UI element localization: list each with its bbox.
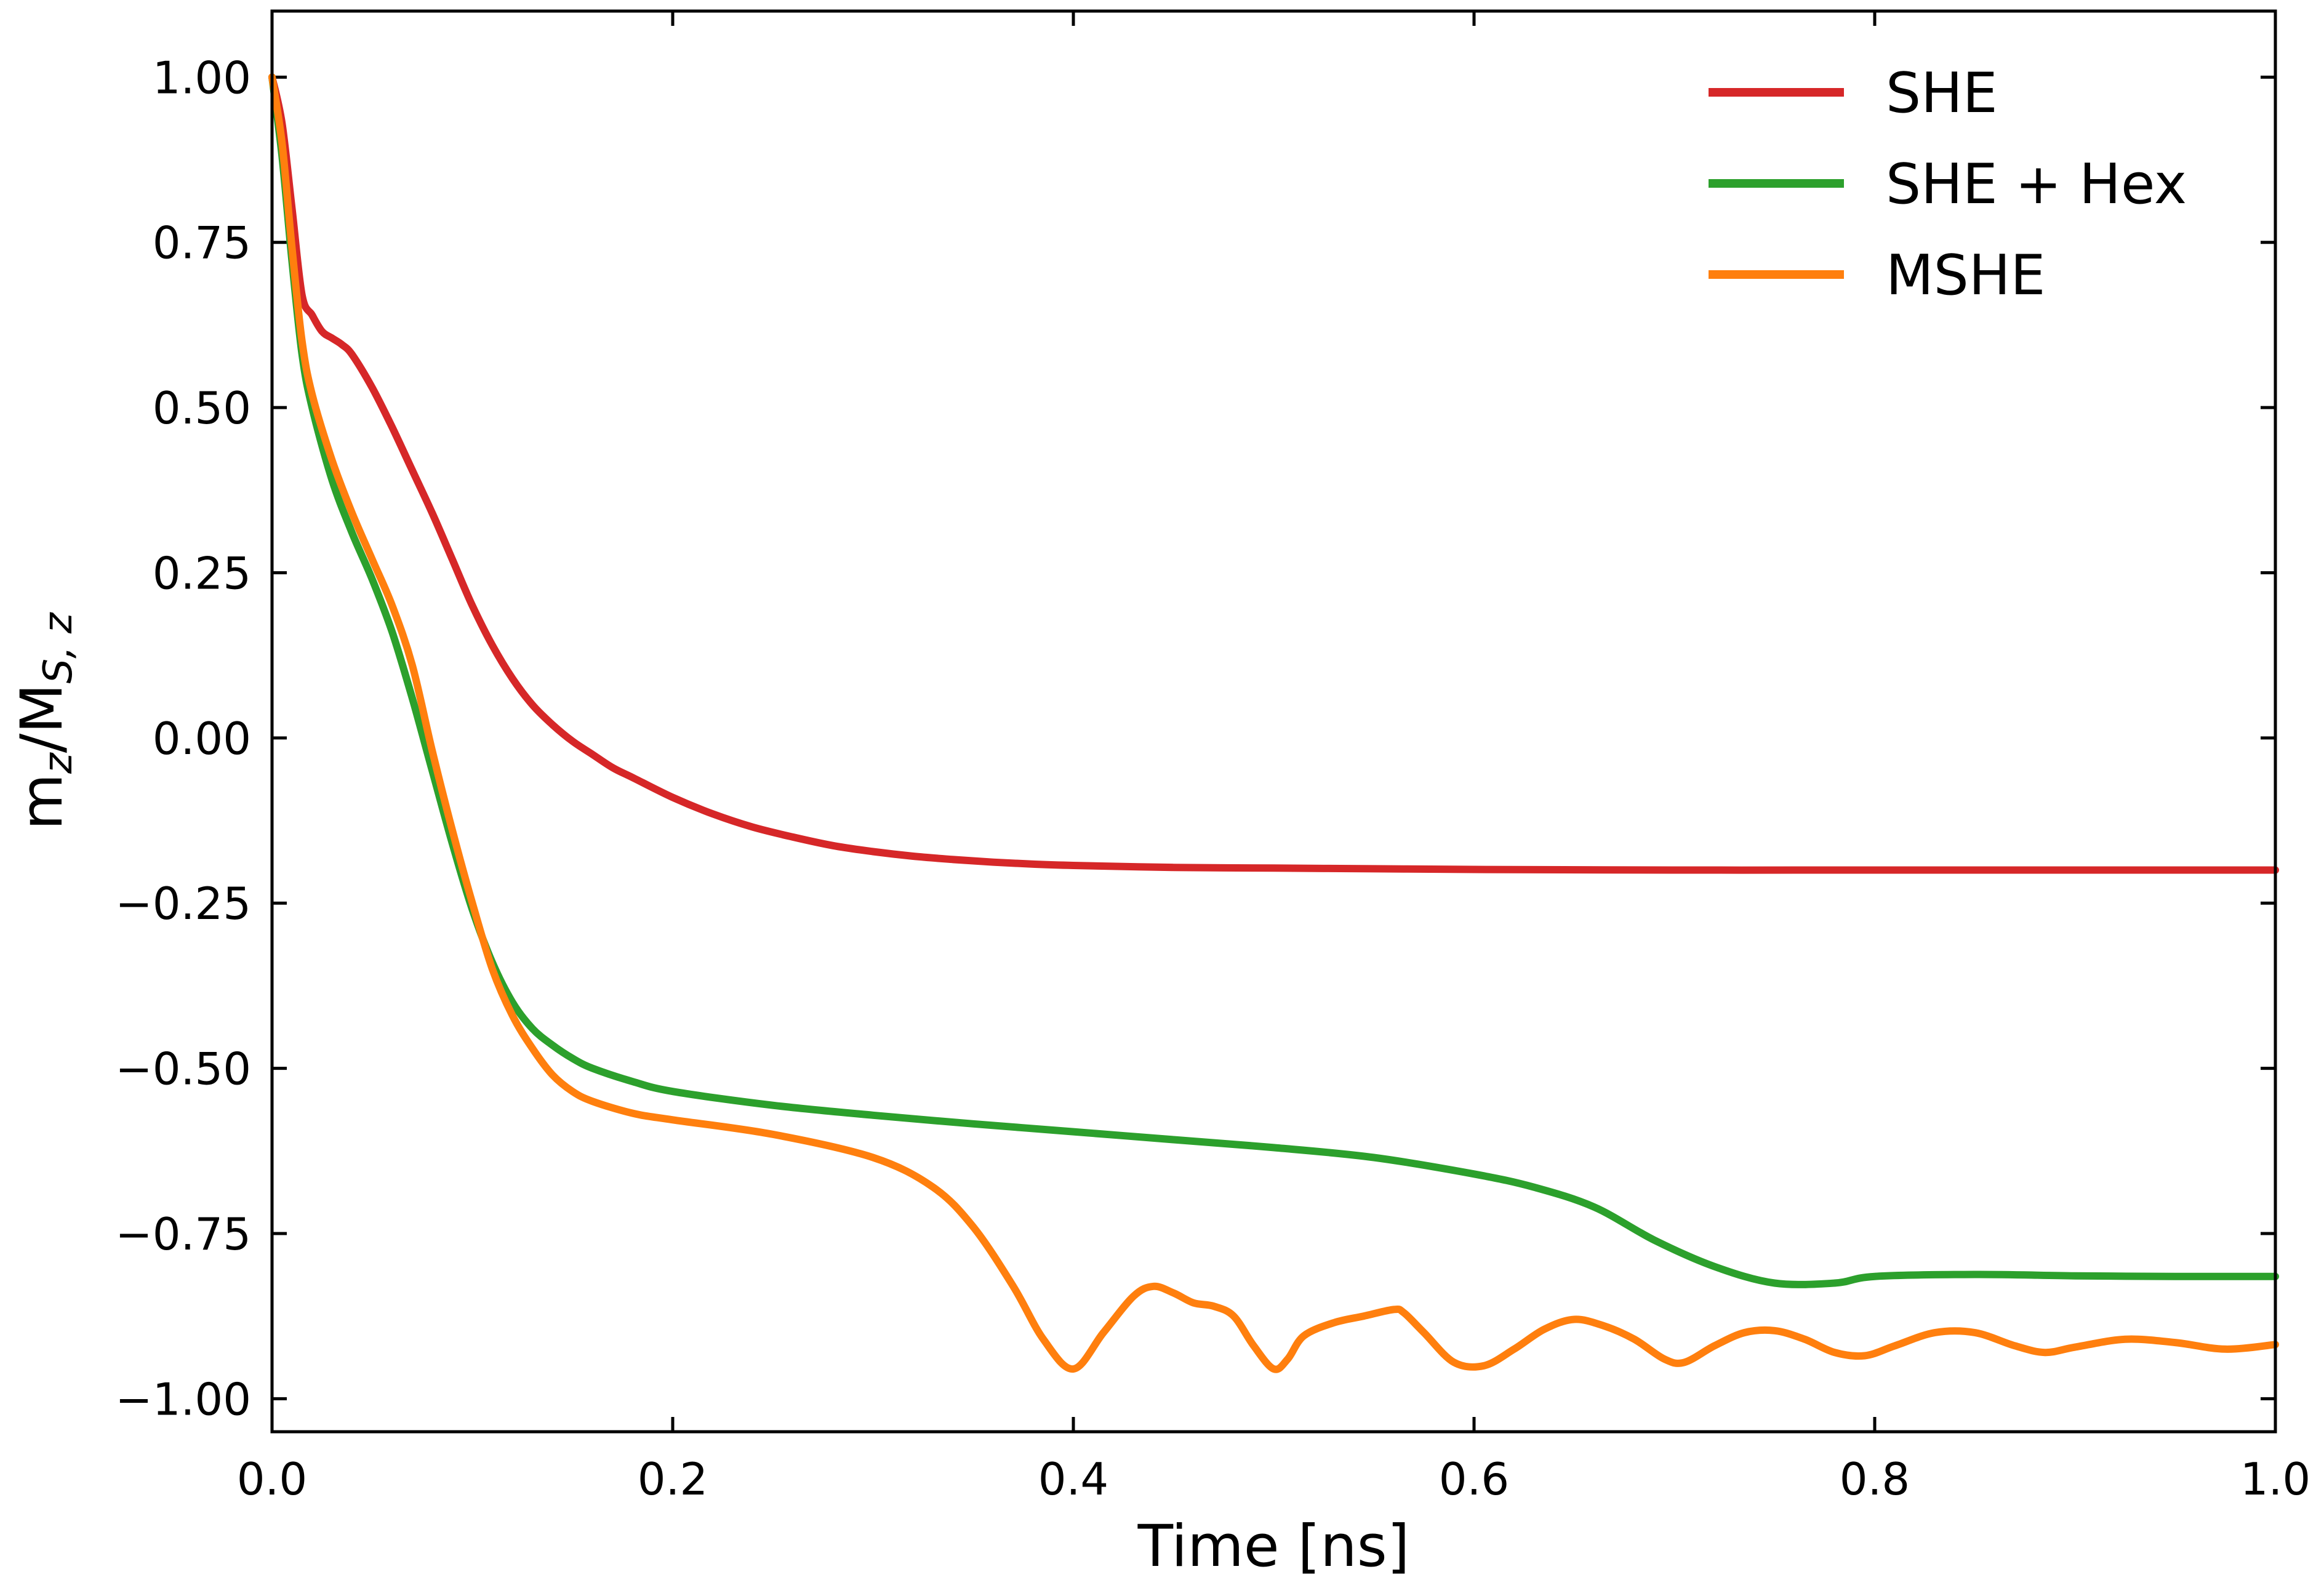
y-tick-label: 0.00: [153, 713, 251, 764]
y-label-separator: /M: [9, 683, 76, 753]
series-lines: [268, 73, 2279, 1373]
y-tick-label: −1.00: [115, 1373, 251, 1425]
axis-ticks: [270, 11, 2277, 1432]
y-label-denominator-subscript: S, z: [36, 612, 81, 683]
legend-label-she: SHE: [1886, 61, 1998, 126]
y-tick-label: 0.75: [153, 217, 251, 269]
series-line-mshe: [268, 73, 2279, 1373]
y-label-main-subscript: z: [36, 752, 81, 774]
x-tick-label: 0.0: [237, 1453, 308, 1505]
x-axis-label: Time [ns]: [1137, 1513, 1410, 1580]
y-tick-label: 1.00: [153, 52, 251, 103]
legend-label-mshe: MSHE: [1886, 243, 2045, 308]
y-tick-label: 0.50: [153, 382, 251, 434]
y-tick-label: −0.75: [115, 1208, 251, 1260]
y-axis-label: mz/MS, z: [9, 612, 81, 830]
y-tick-label: 0.25: [153, 547, 251, 599]
y-tick-label: −0.50: [115, 1043, 251, 1095]
x-tick-label: 0.6: [1439, 1453, 1510, 1505]
series-line-she: [268, 73, 2279, 874]
plot-frame: [270, 9, 2277, 1434]
tick-labels: 0.0 0.2 0.4 0.6 0.8 1.0 1.00 0.75 0.50 0.25 0.00 −0…: [115, 52, 2310, 1505]
legend-label-she-hex: SHE + Hex: [1886, 152, 2187, 217]
x-tick-label: 1.0: [2240, 1453, 2311, 1505]
y-tick-label: −0.25: [115, 878, 251, 929]
legend: SHE SHE + Hex MSHE: [1709, 61, 2187, 308]
x-tick-label: 0.4: [1038, 1453, 1109, 1505]
series-line-she-hex: [268, 73, 2279, 1288]
x-tick-label: 0.8: [1840, 1453, 1910, 1505]
y-label-main: m: [9, 774, 76, 830]
x-tick-label: 0.2: [638, 1453, 708, 1505]
